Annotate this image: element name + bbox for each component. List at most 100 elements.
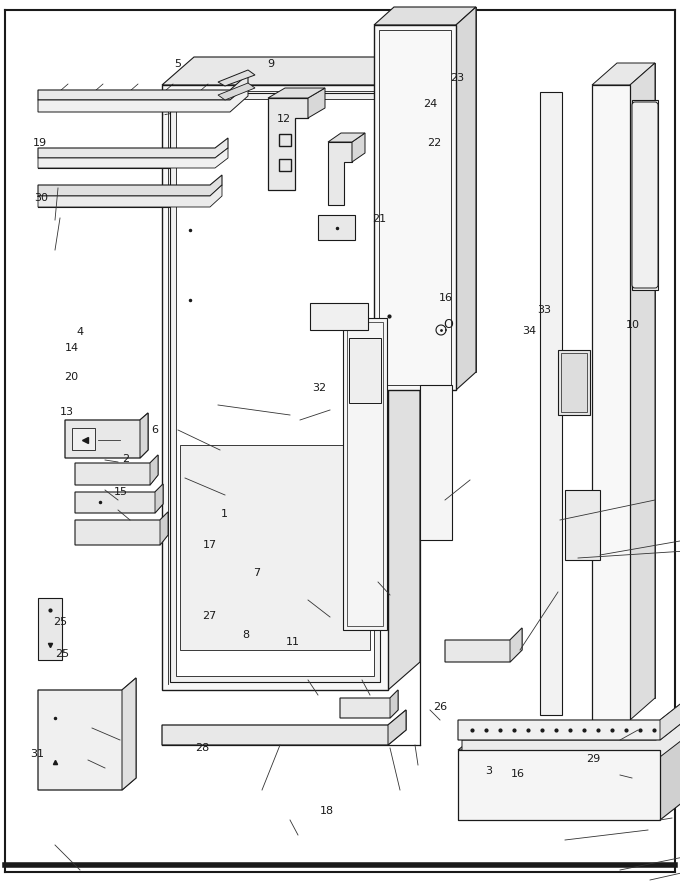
Polygon shape (394, 7, 476, 372)
Text: 17: 17 (203, 540, 216, 550)
Polygon shape (38, 85, 248, 112)
Polygon shape (592, 63, 655, 85)
Polygon shape (420, 385, 452, 540)
Text: 13: 13 (60, 407, 73, 417)
Polygon shape (561, 353, 587, 412)
Text: 8: 8 (243, 630, 250, 640)
Polygon shape (328, 133, 365, 142)
Text: 27: 27 (203, 610, 216, 621)
Text: 5: 5 (175, 58, 182, 69)
Text: 32: 32 (313, 383, 326, 393)
Polygon shape (374, 25, 456, 390)
Text: 25: 25 (53, 617, 67, 627)
Text: 12: 12 (277, 114, 291, 124)
Polygon shape (38, 598, 62, 660)
Polygon shape (340, 690, 398, 718)
Polygon shape (617, 63, 655, 698)
Text: 22: 22 (427, 138, 441, 148)
Text: 33: 33 (537, 305, 551, 316)
Text: 26: 26 (434, 702, 447, 713)
Text: 31: 31 (31, 749, 44, 759)
Polygon shape (510, 628, 522, 662)
Text: 11: 11 (286, 637, 299, 647)
Polygon shape (374, 7, 476, 25)
Polygon shape (565, 490, 600, 560)
Polygon shape (38, 185, 222, 207)
Text: 25: 25 (56, 649, 69, 660)
Polygon shape (632, 100, 658, 290)
Text: 23: 23 (450, 72, 464, 83)
Polygon shape (328, 142, 352, 205)
Text: 18: 18 (320, 806, 333, 817)
Polygon shape (540, 92, 562, 715)
Polygon shape (390, 690, 398, 718)
Text: 9: 9 (267, 58, 274, 69)
Polygon shape (458, 728, 680, 750)
Polygon shape (75, 455, 158, 485)
Polygon shape (660, 698, 680, 740)
Polygon shape (388, 710, 406, 745)
Polygon shape (218, 83, 255, 100)
Polygon shape (38, 138, 228, 158)
Text: 1: 1 (221, 509, 228, 519)
Polygon shape (72, 428, 95, 450)
Text: 16: 16 (439, 293, 452, 303)
Polygon shape (343, 318, 387, 630)
Text: 29: 29 (586, 753, 600, 764)
Polygon shape (218, 70, 255, 86)
Polygon shape (268, 98, 308, 190)
Polygon shape (170, 93, 380, 682)
Text: 20: 20 (65, 372, 78, 383)
Text: 4: 4 (77, 326, 84, 337)
Polygon shape (352, 133, 365, 162)
Text: 30: 30 (34, 193, 48, 204)
Polygon shape (122, 678, 136, 790)
Polygon shape (38, 148, 228, 168)
Polygon shape (592, 85, 630, 720)
Polygon shape (176, 99, 374, 676)
Text: 14: 14 (65, 343, 78, 354)
Text: 15: 15 (114, 487, 128, 497)
Polygon shape (349, 338, 381, 403)
Polygon shape (558, 350, 590, 415)
Text: 34: 34 (522, 325, 536, 336)
Polygon shape (462, 720, 680, 760)
Text: 24: 24 (423, 99, 437, 109)
Text: 3: 3 (485, 766, 492, 776)
Polygon shape (150, 455, 158, 485)
Polygon shape (38, 74, 248, 100)
Polygon shape (445, 628, 522, 662)
Polygon shape (456, 7, 476, 390)
Polygon shape (318, 215, 355, 240)
Polygon shape (310, 303, 368, 330)
Polygon shape (630, 63, 655, 720)
Polygon shape (65, 413, 148, 458)
Text: 21: 21 (373, 213, 386, 224)
Polygon shape (308, 88, 325, 118)
Polygon shape (155, 484, 163, 513)
Polygon shape (180, 445, 370, 650)
Polygon shape (75, 512, 168, 545)
Polygon shape (75, 484, 163, 513)
Polygon shape (140, 413, 148, 458)
Polygon shape (660, 728, 680, 820)
Polygon shape (388, 57, 420, 690)
Text: O: O (443, 318, 453, 332)
Text: 2: 2 (122, 453, 129, 464)
Polygon shape (268, 88, 325, 98)
Polygon shape (162, 85, 388, 690)
Text: 19: 19 (33, 138, 46, 148)
Polygon shape (458, 750, 660, 820)
Text: 10: 10 (626, 319, 639, 330)
Text: 28: 28 (196, 743, 209, 753)
Polygon shape (160, 512, 168, 545)
Text: 6: 6 (152, 424, 158, 435)
Text: 7: 7 (254, 568, 260, 579)
Polygon shape (162, 710, 406, 745)
Polygon shape (38, 678, 136, 790)
Polygon shape (194, 57, 420, 662)
Text: 16: 16 (511, 769, 525, 780)
Polygon shape (162, 57, 420, 85)
FancyBboxPatch shape (632, 102, 658, 288)
Polygon shape (458, 698, 680, 740)
